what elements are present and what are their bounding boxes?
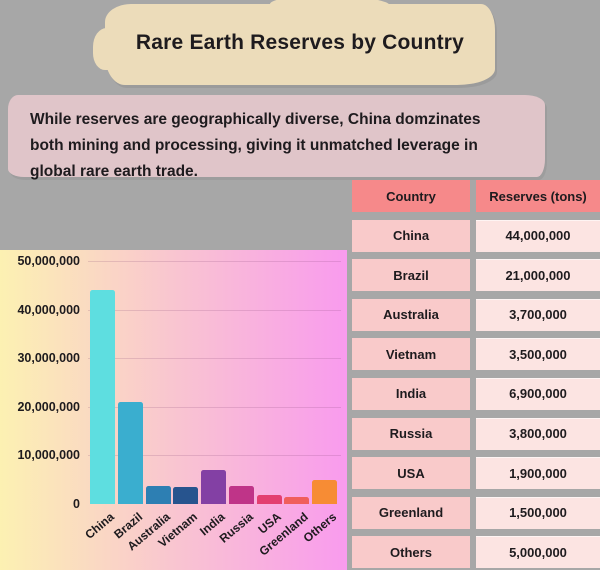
table-cell-country: USA: [352, 457, 470, 490]
bar-vietnam: [173, 486, 199, 504]
table-cell-country: Others: [352, 536, 470, 569]
reserves-table: Country Reserves (tons) China 44,000,000 Bra…: [352, 180, 600, 569]
table-cell-reserves: 3,800,000: [476, 417, 600, 450]
bar-usa: [256, 494, 282, 504]
gridline-30000000: [88, 358, 341, 360]
table-cell-country: Russia: [352, 417, 470, 450]
table-cell-reserves: 3,500,000: [476, 338, 600, 371]
y-tick-50000000: 50,000,000: [17, 254, 80, 268]
bar-greenland: [284, 496, 310, 504]
gridline-50000000: [88, 261, 341, 262]
table-cell-country: Australia: [352, 298, 470, 331]
y-tick-40000000: 40,000,000: [17, 302, 80, 317]
table-cell-reserves: 5,000,000: [476, 536, 600, 569]
table-cell-reserves: 1,500,000: [476, 496, 600, 529]
bar-others: [312, 479, 337, 504]
page-title: Rare Earth Reserves by Country: [135, 31, 465, 54]
subtitle-banner: While reserves are geographically divers…: [8, 95, 545, 180]
subtitle-text: While reserves are geographically divers…: [30, 111, 481, 180]
y-tick-10000000: 10,000,000: [17, 448, 80, 463]
table-cell-reserves: 3,700,000: [476, 298, 600, 331]
gridline-10000000: [88, 455, 341, 457]
table-cell-country: India: [352, 377, 470, 410]
bar-russia: [228, 485, 254, 504]
y-tick-20000000: 20,000,000: [17, 399, 80, 414]
table-cell-country: Brazil: [352, 259, 470, 292]
gridline-20000000: [88, 406, 341, 408]
table-cell-country: China: [352, 219, 470, 252]
table-cell-reserves: 21,000,000: [476, 259, 600, 292]
table-header-country: Country: [352, 180, 470, 212]
table-cell-reserves: 44,000,000: [476, 219, 600, 252]
table-cell-country: Greenland: [352, 496, 470, 529]
y-tick-0: 0: [73, 497, 80, 511]
table-cell-country: Vietnam: [352, 338, 470, 371]
gridline-40000000: [88, 309, 341, 311]
y-tick-30000000: 30,000,000: [17, 351, 80, 366]
table-cell-reserves: 1,900,000: [476, 457, 600, 490]
x-label-china: China: [82, 509, 117, 542]
bar-india: [201, 470, 226, 504]
bar-australia: [145, 486, 171, 504]
reserves-bar-chart: 0 10,000,000 20,000,000 30,000,000 40,000,00…: [0, 250, 347, 570]
title-banner: Rare Earth Reserves by Country: [93, 0, 495, 85]
table-cell-reserves: 6,900,000: [476, 377, 600, 410]
bar-brazil: [117, 401, 143, 504]
table-header-reserves: Reserves (tons): [476, 180, 600, 212]
bar-china: [90, 290, 115, 504]
